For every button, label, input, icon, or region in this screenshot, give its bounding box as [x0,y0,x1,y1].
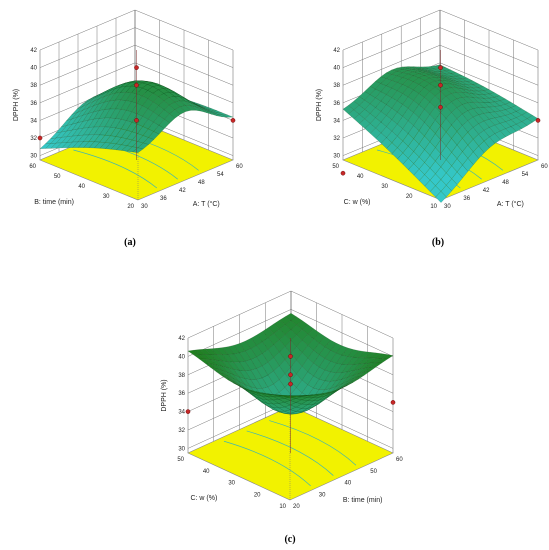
y-tick-label: 10 [279,504,286,510]
y-tick-label: 30 [103,194,110,200]
z-tick-label: 32 [30,136,37,142]
x-axis-label: A: T (°C) [193,200,220,208]
y-tick-label: 50 [54,174,61,180]
y-tick-label: 20 [406,194,413,200]
y-tick-label: 20 [127,204,134,210]
z-tick-label: 32 [333,136,340,142]
surface-patch [284,395,296,399]
x-tick-label: 36 [463,196,470,202]
y-tick-label: 60 [29,164,36,170]
z-tick-label: 38 [178,373,185,379]
design-point [288,354,293,359]
design-point [185,409,191,414]
floor-contour [269,420,357,466]
design-point [134,65,139,70]
panel-label-b: (b) [432,237,444,248]
y-tick-label: 20 [254,492,261,498]
x-tick-label: 30 [141,204,148,210]
panel-b: 30 32 34 36 38 40 42 DPPH (%) 30 36 42 48 54 60 A: T (… [316,9,548,248]
x-tick-label: 42 [179,188,186,194]
floor-contour [246,430,334,476]
y-axis-label: C: w (%) [344,199,371,206]
x-tick-label: 54 [217,172,224,178]
x-tick-label: 60 [396,457,403,463]
x-tick-label: 48 [502,180,509,186]
z-tick-label: 34 [333,118,340,124]
panel-label-a: (a) [124,237,136,248]
x-tick-label: 20 [293,504,300,510]
surface-patch [435,191,447,203]
z-tick-label: 38 [333,83,340,89]
x-tick-label: 30 [444,204,451,210]
x-tick-label: 54 [522,172,529,178]
x-tick-label: 42 [483,188,490,194]
z-tick-label: 40 [30,66,37,72]
design-point [134,118,139,123]
design-point [535,118,541,123]
z-tick-label: 30 [178,446,185,452]
x-axis-label: B: time (min) [343,497,383,504]
z-axis-label: DPPH (%) [13,89,20,121]
z-axis-label: DPPH (%) [316,89,323,121]
y-tick-label: 40 [357,174,364,180]
y-tick-label: 50 [177,457,184,463]
x-tick-label: 50 [370,469,377,475]
y-tick-label: 50 [332,164,339,170]
z-tick-label: 32 [178,428,185,434]
design-point [438,65,443,70]
z-tick-label: 42 [333,48,340,54]
z-tick-label: 30 [30,154,37,160]
x-tick-label: 30 [319,492,326,498]
z-tick-label: 42 [178,336,185,342]
design-point [288,381,293,387]
y-tick-label: 30 [381,184,388,190]
x-axis-label: A: T (°C) [497,200,524,208]
panel-a: 30 32 34 36 38 40 42 DPPH (%) 30 36 42 48 54 60 A: T (… [13,9,243,248]
z-tick-label: 40 [333,66,340,72]
y-tick-label: 30 [228,481,235,487]
y-axis-label: B: time (min) [34,199,74,206]
z-tick-label: 38 [30,83,37,89]
z-tick-label: 42 [30,48,37,54]
x-tick-label: 36 [160,196,167,202]
x-tick-label: 48 [198,180,205,186]
design-point [390,400,396,405]
x-tick-label: 60 [541,164,548,170]
z-tick-label: 34 [30,118,37,124]
design-point [438,104,443,110]
design-point [438,82,443,88]
z-tick-label: 36 [30,101,37,107]
panel-c: 30 32 34 36 38 40 42 DPPH (%) 20 30 40 50 60 B: time … [161,290,403,545]
surface-patch [132,147,144,153]
z-tick-label: 40 [178,354,185,360]
z-tick-label: 30 [333,154,340,160]
x-tick-label: 60 [236,164,243,170]
y-axis-label: C: w (%) [190,495,217,502]
wall-grid-h [342,9,539,51]
design-point [134,82,139,88]
design-point [230,118,236,123]
z-tick-label: 36 [178,391,185,397]
z-tick-label: 34 [178,410,185,416]
panel-label-c: (c) [284,534,295,545]
floor-contour [223,440,311,487]
wall-grid-h [39,9,234,51]
y-tick-label: 40 [203,469,210,475]
design-point [288,372,293,378]
design-point [340,170,346,176]
floor-contour [73,149,158,189]
z-tick-label: 36 [333,101,340,107]
y-tick-label: 10 [430,204,437,210]
design-point [37,135,43,141]
x-tick-label: 40 [345,481,352,487]
z-axis-label: DPPH (%) [161,379,168,411]
y-tick-label: 40 [78,184,85,190]
